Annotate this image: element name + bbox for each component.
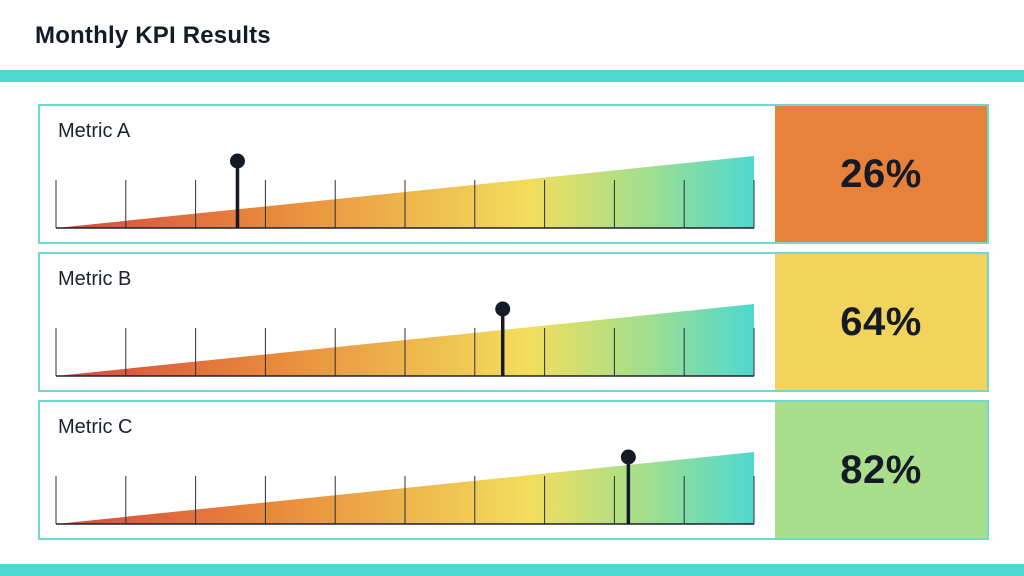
metric-label: Metric B	[58, 268, 132, 290]
kpi-panel-metric-b: Metric B 64%	[38, 252, 989, 392]
page-title: Monthly KPI Results	[35, 22, 271, 49]
pin-head-icon	[620, 449, 636, 465]
pin-head-icon	[495, 301, 511, 317]
metric-value: 82%	[840, 447, 922, 492]
gauge-chart	[55, 449, 755, 525]
top-accent-band	[0, 70, 1024, 82]
bottom-accent-band	[0, 564, 1024, 576]
metric-label: Metric A	[58, 120, 131, 142]
metric-value: 64%	[840, 299, 922, 344]
metric-value: 26%	[840, 151, 922, 196]
metric-label: Metric C	[58, 416, 133, 438]
kpi-panel-metric-c: Metric C 82%	[38, 400, 989, 540]
gauge-chart	[55, 153, 755, 229]
kpi-panel-metric-a: Metric A 26%	[38, 104, 989, 244]
pin-head-icon	[229, 153, 245, 169]
value-box: 64%	[775, 254, 987, 390]
value-box: 26%	[775, 106, 987, 242]
value-box: 82%	[775, 402, 987, 538]
gauge-chart	[55, 301, 755, 377]
